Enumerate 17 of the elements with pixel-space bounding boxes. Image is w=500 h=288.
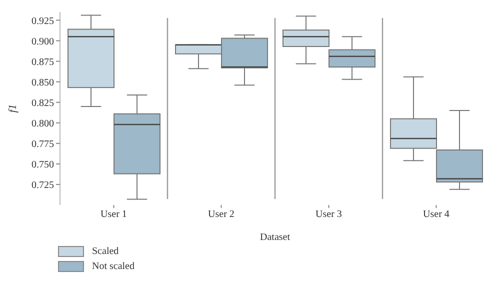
y-tick-label: 0.800 <box>32 118 54 130</box>
y-axis-title: f1 <box>6 104 19 113</box>
x-tick-label: User 4 <box>423 209 450 220</box>
y-tick-label: 0.725 <box>32 180 54 192</box>
y-tick-label: 0.850 <box>32 77 54 88</box>
legend-label: Scaled <box>92 246 119 257</box>
y-tick-label: 0.925 <box>32 16 54 27</box>
legend-label: Not scaled <box>92 261 134 272</box>
x-axis-title: Dataset <box>260 232 290 243</box>
x-tick-label: User 2 <box>208 209 234 220</box>
x-tick-label: User 1 <box>100 209 127 220</box>
x-tick-label: User 3 <box>316 209 342 220</box>
y-tick-label: 0.775 <box>32 138 54 150</box>
y-tick-label: 0.750 <box>32 159 54 170</box>
y-tick-label: 0.825 <box>32 98 54 109</box>
y-tick-label: 0.900 <box>32 36 54 48</box>
y-tick-label: 0.875 <box>32 56 54 68</box>
